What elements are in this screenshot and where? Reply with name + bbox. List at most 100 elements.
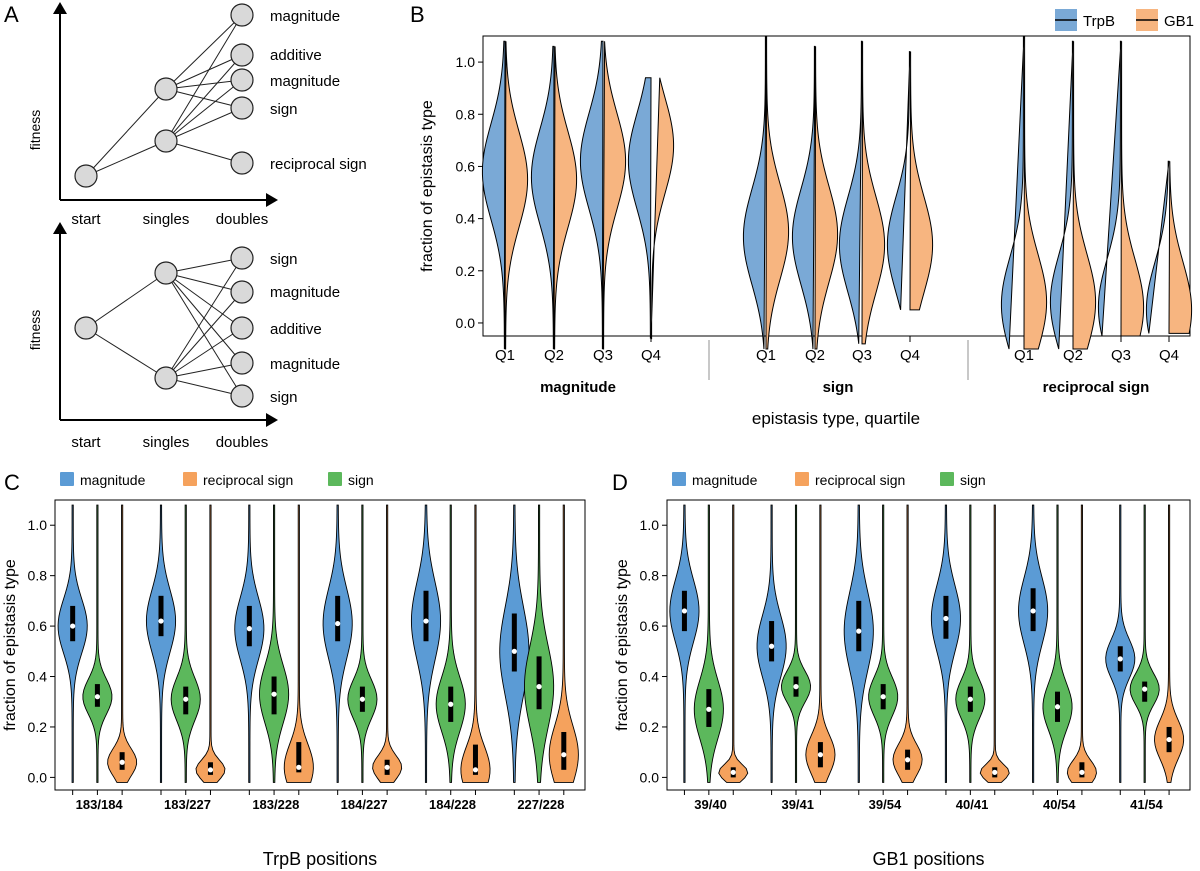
- double-node: [230, 96, 254, 120]
- panel-b: B TrpB GB1 0.0 0.2 0.4 0.6 0.8 1.0 fraction of …: [410, 2, 1194, 428]
- x-axis-label: GB1 positions: [872, 849, 984, 869]
- median-point: [448, 701, 454, 707]
- legend-swatch: [795, 472, 809, 486]
- median-point: [94, 694, 100, 700]
- median-point: [1054, 704, 1061, 710]
- legend-swatch: [60, 472, 74, 486]
- double-node: [230, 3, 254, 27]
- gb1-half-violin: [504, 41, 529, 350]
- group-label: reciprocal sign: [1043, 379, 1150, 396]
- x-label-singles: singles: [143, 211, 190, 228]
- reciprocal-sign-violin: [460, 504, 491, 783]
- category-label: 184/228: [429, 797, 476, 812]
- y-tick-label: 0.2: [28, 719, 48, 735]
- sign-violin: [82, 504, 113, 783]
- median-point: [880, 694, 886, 700]
- outcome-label: additive: [270, 47, 322, 64]
- y-tick-label: 1.0: [456, 54, 476, 70]
- panel-c-letter: C: [4, 470, 20, 495]
- legend-label: TrpB: [1083, 13, 1115, 30]
- y-tick-label: 0.6: [28, 618, 48, 634]
- x-label-doubles: doubles: [216, 211, 269, 228]
- y-tick-label: 0.4: [640, 669, 660, 685]
- magnitude-violin: [1105, 504, 1136, 783]
- legend-label: reciprocal sign: [815, 472, 905, 488]
- median-point: [1142, 686, 1148, 692]
- double-node: [230, 316, 254, 340]
- trpb-half-violin: [1000, 35, 1025, 350]
- legend-label: sign: [348, 472, 374, 488]
- gb1-half-violin: [814, 46, 839, 350]
- panel-a-bottom-diagram: fitness start singles doubles sig: [27, 222, 340, 451]
- single-node: [154, 77, 178, 101]
- y-tick-label: 0.4: [28, 669, 48, 685]
- double-node: [230, 351, 254, 375]
- group-label: magnitude: [540, 379, 616, 396]
- y-tick-label: 0.8: [28, 568, 48, 584]
- legend-label: GB1: [1164, 13, 1194, 30]
- median-point: [472, 767, 479, 773]
- sign-violin: [780, 504, 812, 783]
- category-label: 184/227: [341, 797, 388, 812]
- sign-violin: [259, 504, 290, 783]
- gb1-half-violin: [861, 41, 886, 345]
- trpb-half-violin: [1097, 40, 1122, 337]
- trpb-half-violin: [742, 35, 767, 350]
- y-tick-label: 0.2: [640, 719, 660, 735]
- median-point: [70, 623, 76, 629]
- outcome-label: sign: [270, 101, 298, 118]
- legend-swatch: [183, 472, 197, 486]
- quartile-label: Q1: [756, 347, 776, 364]
- panel-b-legend: TrpB GB1: [1055, 9, 1194, 31]
- trpb-half-violin: [627, 77, 652, 339]
- outcome-label: magnitude: [270, 8, 340, 25]
- reciprocal-sign-violin: [805, 504, 836, 783]
- outcome-label: sign: [270, 251, 298, 268]
- magnitude-violin: [57, 504, 88, 783]
- sign-violin: [868, 504, 899, 783]
- outcome-label: magnitude: [270, 284, 340, 301]
- quartile-label: Q1: [495, 347, 515, 364]
- x-axis-label: TrpB positions: [263, 849, 377, 869]
- y-axis-label: fraction of epistasis type: [2, 559, 19, 731]
- median-point: [511, 648, 517, 654]
- gb1-half-violin: [650, 77, 675, 340]
- median-point: [384, 764, 390, 770]
- magnitude-violin: [930, 504, 961, 783]
- sign-violin: [1042, 504, 1073, 783]
- gb1-half-violin: [1120, 41, 1145, 337]
- legend-label: reciprocal sign: [203, 472, 293, 488]
- reciprocal-sign-violin: [548, 504, 579, 783]
- median-point: [271, 691, 277, 697]
- sign-violin: [524, 504, 555, 783]
- reciprocal-sign-violin: [283, 504, 314, 783]
- y-tick-label: 0.0: [640, 769, 660, 785]
- legend-label: sign: [960, 472, 986, 488]
- single-node: [154, 366, 178, 390]
- gb1-half-violin: [1168, 161, 1193, 334]
- fitness-label: fitness: [27, 310, 43, 350]
- panel-a: A fitness start singles doubles: [4, 2, 367, 451]
- median-point: [706, 706, 712, 712]
- quartile-label: Q1: [1014, 347, 1034, 364]
- median-point: [817, 752, 824, 758]
- panel-c: C 0.0 0.2 0.4 0.6 0.8 1.0 fraction of epistasi…: [2, 470, 586, 869]
- trpb-half-violin: [481, 40, 506, 350]
- y-axis-label: fraction of epistasis type: [614, 559, 631, 731]
- median-point: [335, 620, 341, 627]
- quartile-label: Q4: [900, 347, 920, 364]
- median-point: [793, 684, 799, 690]
- sign-violin: [1129, 504, 1160, 783]
- median-point: [1030, 608, 1036, 614]
- legend-swatch: [328, 472, 342, 486]
- category-label: 183/228: [252, 797, 299, 812]
- median-point: [856, 628, 862, 634]
- y-tick-label: 0.8: [456, 106, 476, 122]
- gb1-half-violin: [909, 51, 934, 311]
- reciprocal-sign-violin: [195, 504, 226, 783]
- category-label: 41/54: [1130, 797, 1163, 812]
- quartile-label: Q4: [1159, 347, 1179, 364]
- panel-a-letter: A: [4, 2, 19, 27]
- x-label-singles: singles: [143, 434, 190, 451]
- magnitude-violin: [1018, 504, 1049, 783]
